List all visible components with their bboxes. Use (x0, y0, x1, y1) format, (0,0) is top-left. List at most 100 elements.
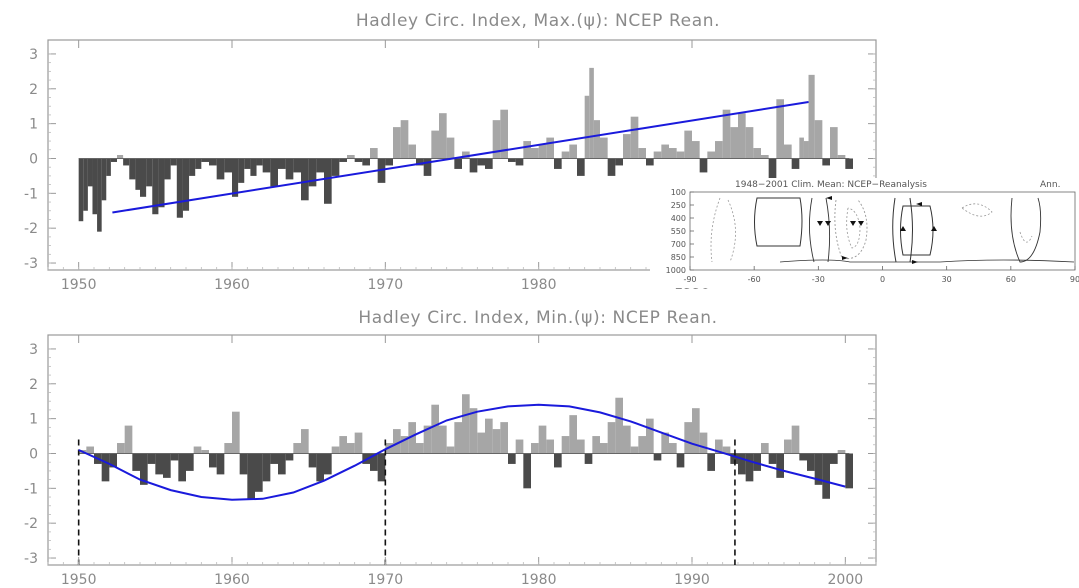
max-psi-bar (301, 158, 309, 201)
min-psi-regime-lines (77, 439, 736, 565)
min-psi-xtick-label: 1980 (521, 572, 557, 588)
min-psi-bar (814, 453, 823, 485)
contour (808, 197, 831, 263)
max-psi-ytick-label: 1 (29, 117, 38, 133)
max-psi-bar (822, 158, 830, 166)
inset-ytick-label: 550 (671, 227, 686, 236)
min-psi-xtick-label: 2000 (828, 572, 864, 588)
min-psi-panel: Hadley Circ. Index, Min.(ψ): NCEP Rean. … (24, 308, 877, 588)
max-psi-bar (262, 158, 271, 173)
max-psi-bar (707, 151, 715, 159)
max-psi-bar (830, 127, 838, 159)
min-psi-bar (638, 436, 646, 454)
min-psi-bar (270, 453, 278, 464)
min-psi-xtick-label: 1960 (214, 572, 250, 588)
min-psi-bar (761, 443, 769, 454)
max-psi-bars (78, 67, 853, 232)
min-psi-bar (791, 425, 800, 454)
max-psi-trend-line (112, 101, 809, 214)
min-psi-bar (500, 422, 508, 454)
max-psi-bar (561, 151, 570, 159)
max-psi-bar (692, 141, 700, 159)
max-psi-bar (176, 158, 183, 218)
max-psi-bar (106, 158, 111, 176)
max-psi-bar (699, 158, 708, 173)
min-psi-bar (331, 446, 340, 454)
min-psi-bar (163, 453, 171, 478)
min-psi-bar (109, 453, 117, 468)
min-psi-bar (232, 411, 240, 454)
min-psi-bar (469, 408, 478, 454)
min-psi-bar (676, 453, 685, 468)
max-psi-bar (791, 158, 800, 169)
min-psi-bar (117, 443, 125, 454)
min-psi-bar (554, 453, 562, 468)
min-psi-bar (293, 443, 301, 454)
min-psi-bar (239, 453, 248, 475)
max-psi-bar (814, 120, 823, 159)
max-psi-bar (244, 158, 251, 169)
max-psi-bar (347, 155, 355, 159)
max-psi-bar (209, 158, 217, 166)
min-psi-xtick-label: 1990 (674, 572, 710, 588)
max-psi-bar (776, 99, 784, 159)
min-psi-bar (531, 443, 539, 454)
min-psi-bar (768, 453, 777, 464)
min-psi-bar (684, 422, 692, 454)
max-psi-bar (400, 120, 409, 159)
min-psi-bar (646, 418, 654, 454)
min-psi-bar (454, 422, 462, 454)
min-psi-ytick-label: 1 (29, 412, 38, 428)
min-psi-bar (247, 453, 255, 499)
max-psi-bar (339, 158, 347, 162)
min-psi-bar (569, 415, 577, 454)
min-psi-bar (661, 432, 669, 454)
max-psi-bar (623, 134, 631, 159)
min-psi-bar (416, 443, 424, 454)
max-psi-bar (110, 158, 117, 162)
max-psi-bar (97, 158, 102, 232)
max-psi-bar (393, 127, 401, 159)
inset-title: 1948−2001 Clim. Mean: NCEP−Reanalysis (735, 180, 927, 190)
min-psi-bar (393, 429, 401, 454)
inset-contours (710, 196, 1075, 264)
inset-xtick-label: -30 (812, 275, 825, 284)
max-psi-bar (285, 158, 294, 180)
contour (900, 205, 934, 256)
min-psi-bar (615, 397, 623, 454)
max-psi-ytick-label: -2 (24, 221, 38, 237)
max-psi-bar (538, 144, 547, 159)
min-psi-title: Hadley Circ. Index, Min.(ψ): NCEP Rean. (358, 308, 717, 328)
min-psi-bar (653, 453, 662, 461)
max-psi-bar (600, 137, 608, 159)
max-psi-bar (123, 158, 130, 166)
max-psi-bar (500, 109, 508, 159)
min-psi-bar (692, 408, 700, 454)
max-psi-bar (135, 158, 140, 190)
min-psi-bar (423, 425, 432, 454)
min-psi-fit-curve (78, 403, 846, 501)
min-psi-bar (776, 453, 784, 478)
min-psi-bar (186, 453, 194, 471)
min-psi-bar (347, 443, 355, 454)
min-psi-bar (822, 453, 830, 499)
max-psi-bar (569, 144, 577, 159)
max-psi-bar (324, 158, 332, 204)
max-psi-xtick-label: 1960 (214, 277, 250, 293)
max-psi-bar (293, 158, 301, 173)
inset-ytick-label: 700 (671, 240, 686, 249)
max-psi-bar (715, 141, 723, 159)
contour (1010, 197, 1042, 263)
max-psi-bar (454, 158, 462, 169)
max-psi-title: Hadley Circ. Index, Max.(ψ): NCEP Rean. (356, 11, 720, 31)
max-psi-bar (370, 148, 378, 159)
max-psi-bar (799, 137, 804, 159)
max-psi-bar (515, 158, 524, 166)
max-psi-bar (216, 158, 225, 180)
max-psi-bar (117, 155, 124, 159)
min-psi-bar (630, 446, 639, 454)
inset-ytick-label: 250 (671, 201, 686, 210)
min-psi-bar (408, 422, 416, 454)
min-psi-bar (377, 453, 386, 482)
